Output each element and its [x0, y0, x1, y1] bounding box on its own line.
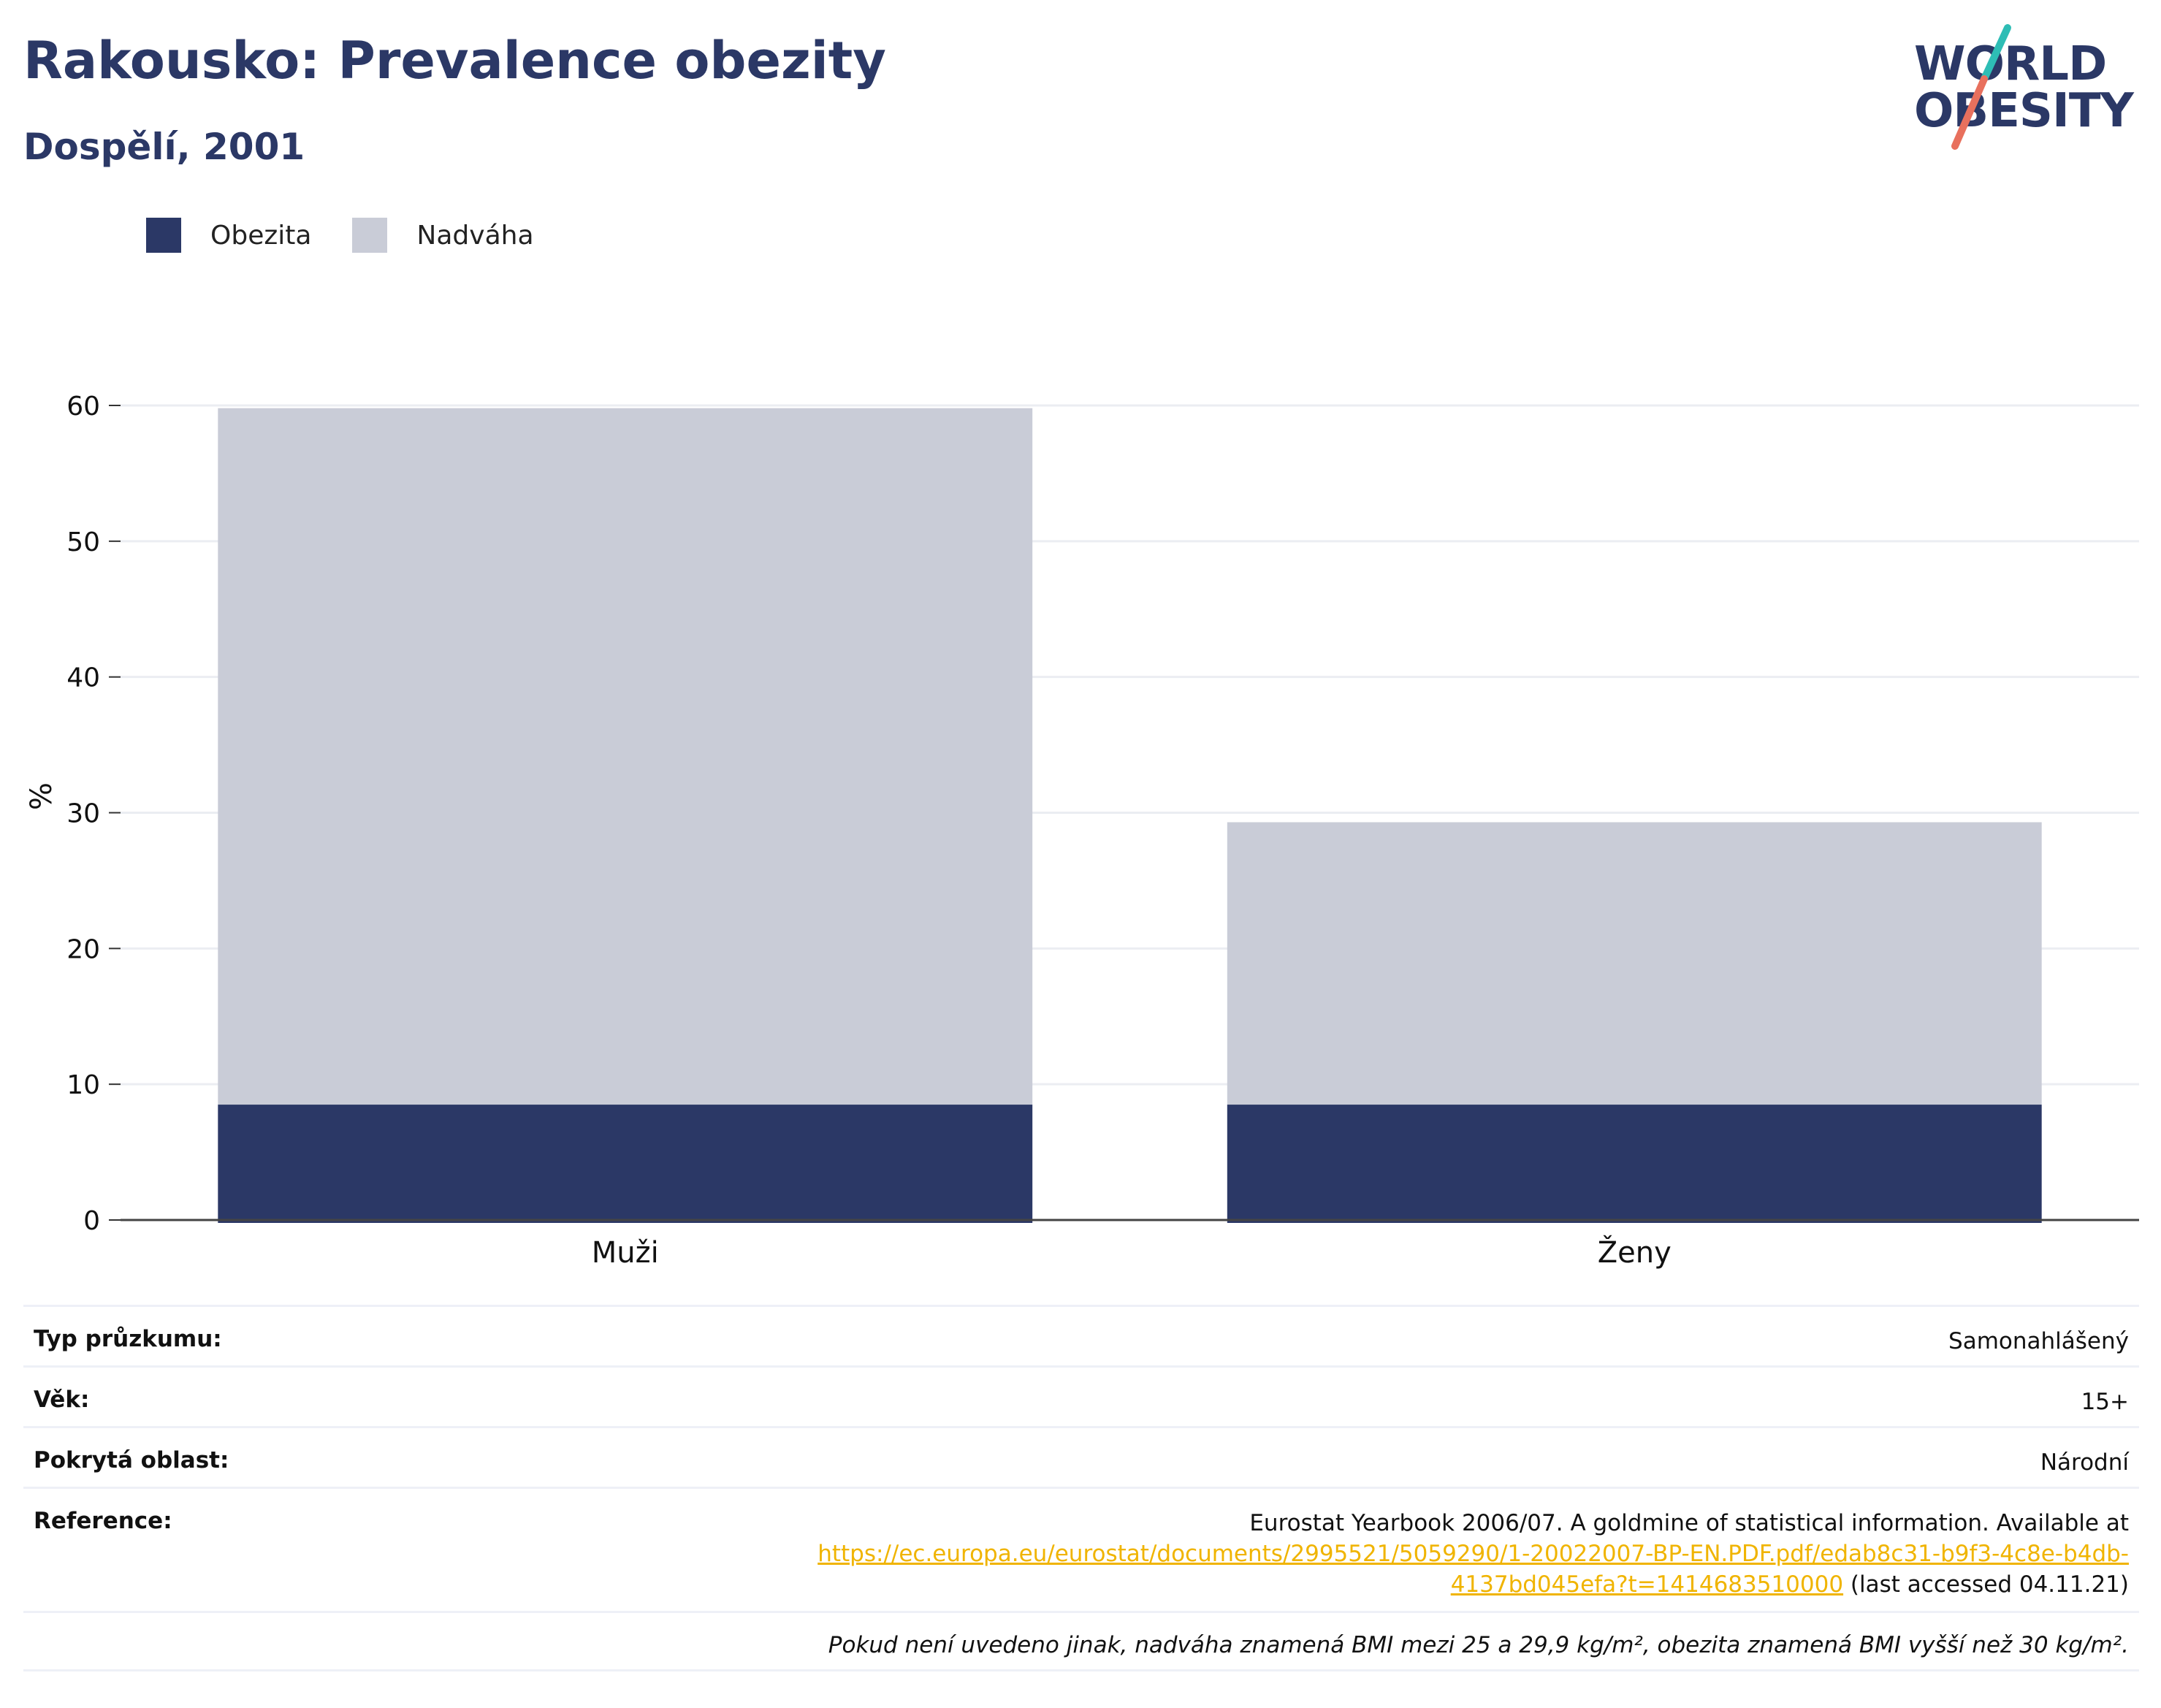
area-value: Národní [2040, 1449, 2129, 1476]
y-tick-label: 50 [66, 527, 100, 557]
reference-label: Reference: [34, 1508, 172, 1534]
legend-label-obesity: Obezita [210, 220, 312, 251]
definition-note: Pokud není uvedeno jinak, nadváha znamen… [828, 1632, 2129, 1658]
legend-label-overweight: Nadváha [416, 220, 534, 251]
legend-item-overweight[interactable]: Nadváha [352, 218, 534, 253]
chart-title: Rakousko: Prevalence obezity [23, 31, 886, 91]
info-row-note: Pokud není uvedeno jinak, nadváha znamen… [23, 1611, 2139, 1671]
logo-word-world: WORLD [1914, 37, 2107, 91]
y-tick-label: 0 [83, 1206, 100, 1236]
y-tick-label: 10 [66, 1070, 100, 1100]
x-tick-label: Muži [592, 1236, 659, 1270]
logo-slash-icon [1951, 24, 2011, 150]
info-row-age: Věk: 15+ [23, 1365, 2139, 1426]
bar-obesity-1[interactable] [1227, 1105, 2042, 1223]
y-tick-label: 30 [66, 799, 100, 829]
reference-accessed: (last accessed 04.11.21) [1843, 1571, 2129, 1598]
y-tick-label: 40 [66, 663, 100, 693]
chart-legend: Obezita Nadváha [146, 218, 575, 253]
reference-link-part1[interactable]: https://ec.europa.eu/eurostat/documents/… [817, 1541, 2129, 1567]
logo-word-obesity: OBESITY [1914, 84, 2134, 138]
bar-overweight-1[interactable] [1227, 822, 2042, 1105]
y-tick-label: 60 [66, 392, 100, 422]
y-axis-label: % [25, 782, 58, 810]
legend-swatch-obesity [146, 218, 181, 253]
bar-overweight-0[interactable] [218, 408, 1033, 1105]
info-table: Typ průzkumu: Samonahlášený Věk: 15+ Pok… [23, 1305, 2139, 1671]
y-tick-label: 20 [66, 934, 100, 964]
area-label: Pokrytá oblast: [34, 1447, 229, 1473]
info-row-area: Pokrytá oblast: Národní [23, 1426, 2139, 1487]
bar-chart: 0 10 20 30 40 50 60 Muži Ženy % [25, 392, 2139, 1270]
age-label: Věk: [34, 1387, 90, 1413]
legend-item-obesity[interactable]: Obezita [146, 218, 311, 253]
reference-link-part2[interactable]: 4137bd045efa?t=1414683510000 [1450, 1571, 1844, 1598]
reference-value: Eurostat Yearbook 2006/07. A goldmine of… [817, 1508, 2129, 1600]
survey-type-value: Samonahlášený [1948, 1328, 2129, 1354]
x-tick-label: Ženy [1598, 1235, 1672, 1270]
world-obesity-logo: WORLD OBESITY [1907, 20, 2148, 152]
legend-swatch-overweight [352, 218, 388, 253]
info-row-reference: Reference: Eurostat Yearbook 2006/07. A … [23, 1487, 2139, 1611]
chart-subtitle: Dospělí, 2001 [23, 126, 305, 168]
info-row-survey-type: Typ průzkumu: Samonahlášený [23, 1305, 2139, 1365]
survey-type-label: Typ průzkumu: [34, 1326, 222, 1352]
age-value: 15+ [2081, 1389, 2129, 1415]
reference-text: Eurostat Yearbook 2006/07. A goldmine of… [1249, 1510, 2129, 1536]
bar-obesity-0[interactable] [218, 1105, 1033, 1223]
